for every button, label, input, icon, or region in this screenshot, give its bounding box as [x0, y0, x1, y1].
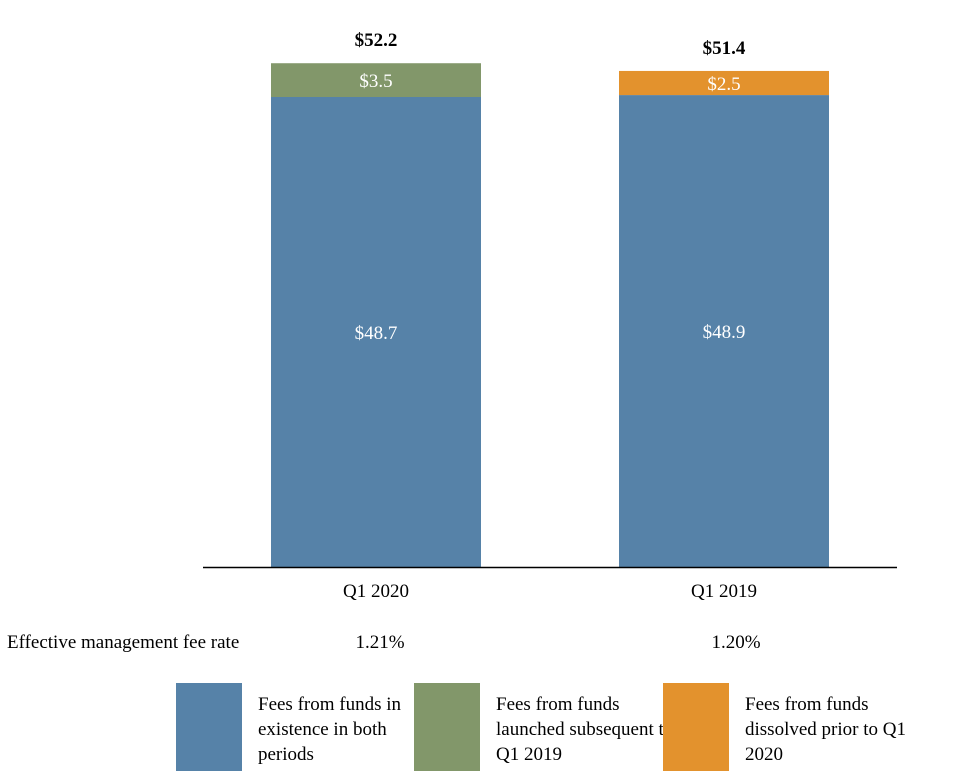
bar-total-label: $51.4	[703, 38, 746, 59]
x-tick-label: Q1 2020	[343, 581, 409, 602]
bar-value-label: $48.7	[355, 323, 398, 344]
bar-segment	[271, 97, 481, 567]
legend-label: Fees from funds in existence in both per…	[258, 694, 402, 765]
legend-label: Fees from funds dissolved prior to Q1 20…	[745, 694, 906, 765]
legend-label: Fees from funds launched subsequent to Q…	[496, 694, 674, 765]
bar-value-label: $2.5	[707, 74, 740, 95]
bar-segment	[619, 70, 829, 96]
legend-swatch	[176, 683, 242, 771]
x-tick-label: Q1 2019	[691, 581, 757, 602]
fee-rate-label: Effective management fee rate	[7, 632, 240, 653]
bar-value-label: $3.5	[359, 71, 392, 92]
fee-rate-q1-2019: 1.20%	[711, 632, 761, 653]
bar-segment	[619, 95, 829, 567]
legend-swatch	[663, 683, 729, 771]
legend-swatch	[414, 683, 480, 771]
bar-segment	[271, 63, 481, 97]
legend-item-existing-funds: Fees from funds in existence in both per…	[176, 683, 438, 771]
bar-total-label: $52.2	[355, 30, 398, 51]
legend-item-launched-funds: Fees from funds launched subsequent to Q…	[414, 683, 676, 771]
bar-value-label: $48.9	[703, 322, 746, 343]
legend-item-dissolved-funds: Fees from funds dissolved prior to Q1 20…	[663, 683, 925, 771]
fee-rate-q1-2020: 1.21%	[355, 632, 405, 653]
